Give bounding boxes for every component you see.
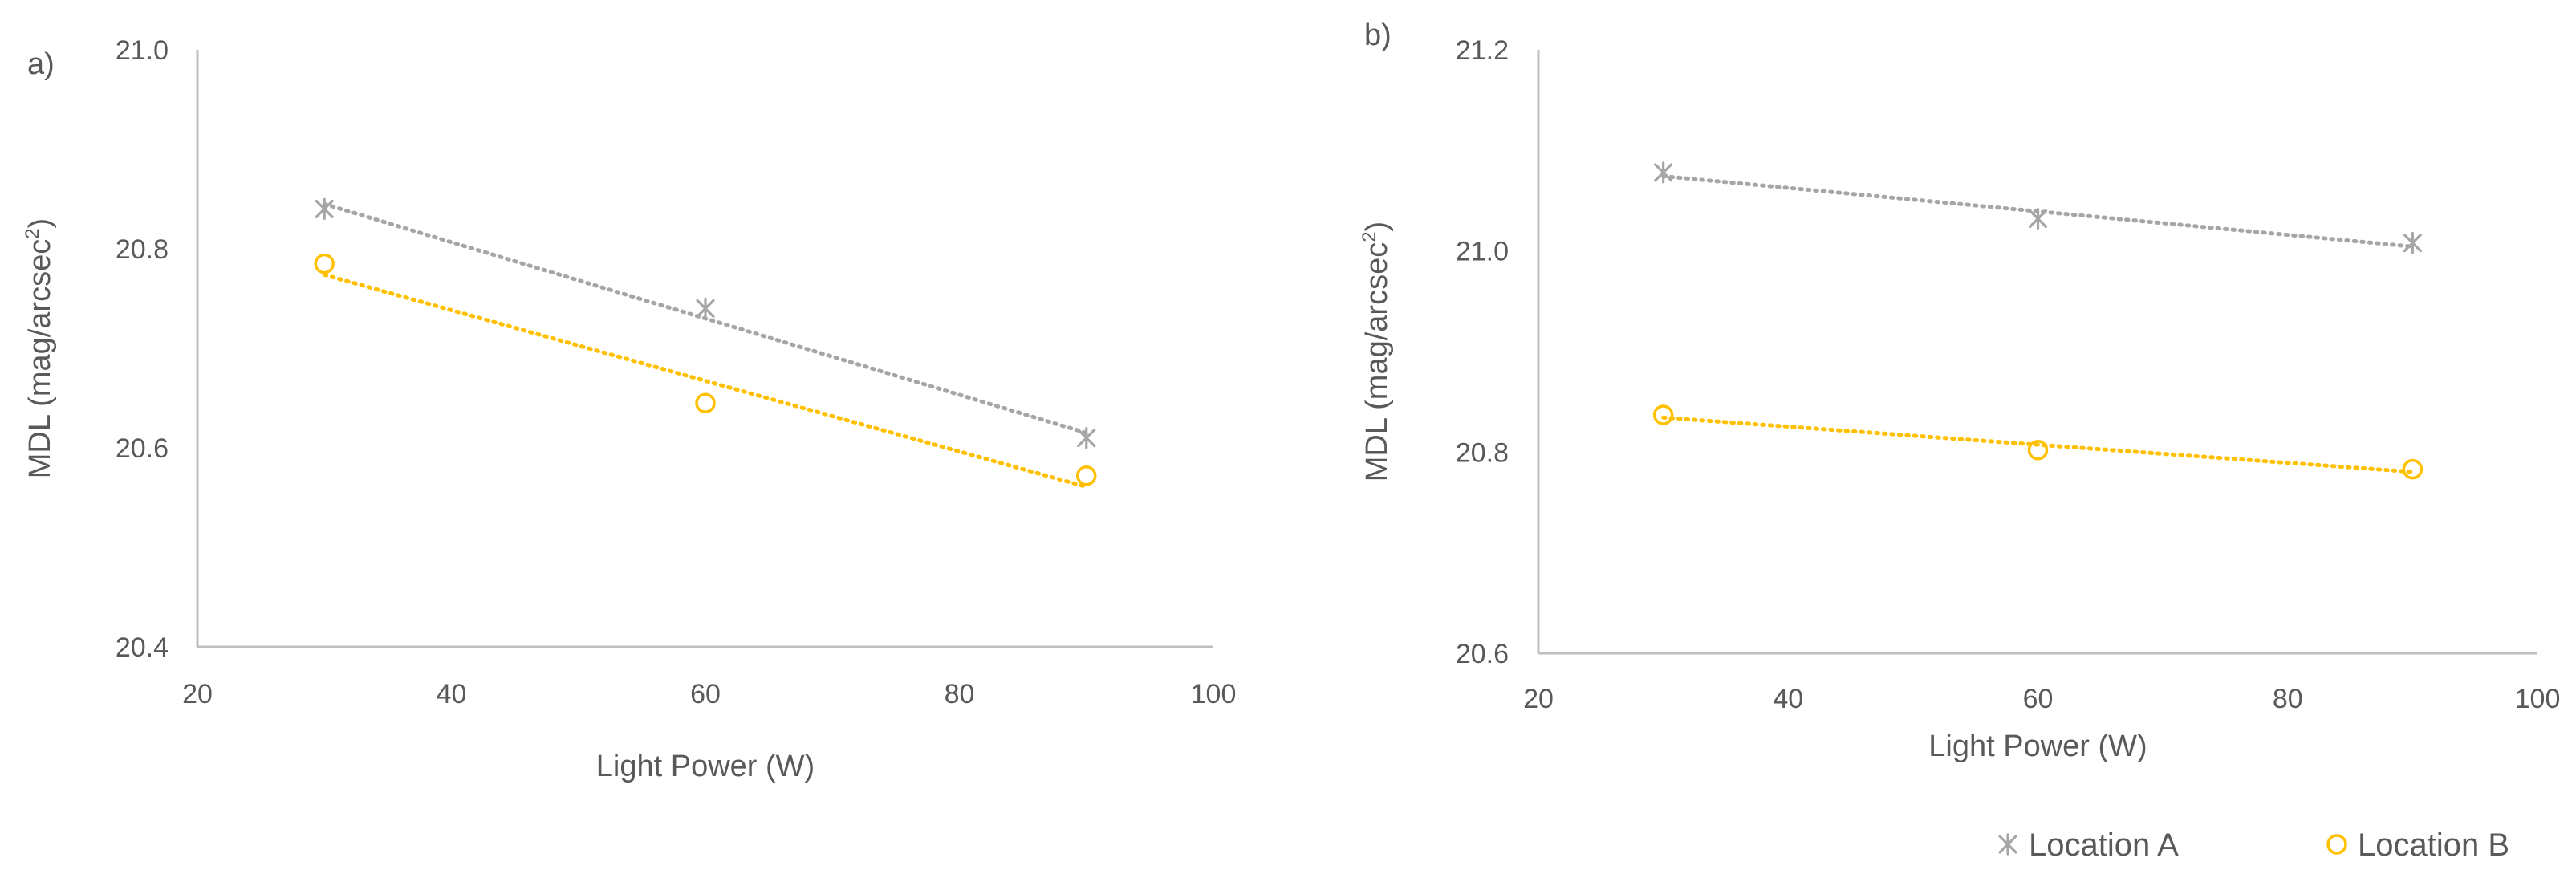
series-location-b xyxy=(314,253,1097,490)
data-point xyxy=(1654,161,1673,184)
chart-panel-a: a) 20.4 20.6 20.8 21.0 20 40 60 80 100 Light Power… xyxy=(22,35,1236,783)
y-axis-title: MDL (mag/arcsec2) xyxy=(22,218,57,478)
y-axis-title-main: MDL (mag/arcsec xyxy=(1360,242,1394,482)
data-point xyxy=(2402,458,2424,480)
y-tick-label: 21.2 xyxy=(1456,35,1509,66)
data-point xyxy=(2028,207,2048,230)
chart-panel-b: b) 20.6 20.8 21.0 21.2 20 40 60 80 100 Light Power… xyxy=(1359,18,2560,763)
y-tick-label: 20.4 xyxy=(116,632,169,663)
legend-marker xyxy=(2326,834,2347,855)
data-point xyxy=(1077,426,1096,449)
x-axis-title: Light Power (W) xyxy=(1928,730,2147,763)
y-axis-title-main: MDL (mag/arcsec xyxy=(23,239,57,478)
data-point xyxy=(2403,232,2422,254)
data-point xyxy=(696,297,715,319)
y-tick-label: 20.6 xyxy=(116,433,169,464)
x-tick-label: 60 xyxy=(690,679,721,709)
trendline xyxy=(322,272,1089,490)
legend-item-location-a: Location A xyxy=(1998,827,2179,863)
y-axis-title-superscript: 2 xyxy=(22,228,43,238)
x-tick-label: 80 xyxy=(2273,684,2303,714)
x-tick-label: 60 xyxy=(2023,684,2054,714)
legend-marker xyxy=(1998,833,2017,856)
x-tick-label: 20 xyxy=(1523,684,1554,714)
series-location-a xyxy=(1654,161,2422,254)
data-point xyxy=(314,253,335,274)
legend: Location A Location B xyxy=(1998,827,2509,863)
y-axis-title-close: ) xyxy=(1360,222,1394,232)
legend-label: Location B xyxy=(2358,827,2509,863)
y-axis-title-superscript: 2 xyxy=(1359,231,1380,242)
x-axis-title: Light Power (W) xyxy=(596,750,815,783)
data-point xyxy=(1652,404,1674,425)
y-axis-title-close: ) xyxy=(23,218,57,229)
y-tick-label: 21.0 xyxy=(1456,237,1509,267)
series-location-a xyxy=(315,197,1096,449)
y-tick-label: 21.0 xyxy=(116,35,169,66)
x-tick-label: 80 xyxy=(945,679,975,709)
y-axis-title: MDL (mag/arcsec2) xyxy=(1359,222,1394,482)
x-tick-label: 40 xyxy=(1773,684,1803,714)
series-location-b xyxy=(1652,404,2424,480)
data-point xyxy=(1076,465,1097,486)
x-tick-label: 40 xyxy=(437,679,467,709)
data-point xyxy=(2027,440,2049,461)
trendline xyxy=(1661,415,2415,474)
panel-label: a) xyxy=(27,47,55,81)
x-tick-label: 20 xyxy=(182,679,213,709)
data-point xyxy=(315,197,334,220)
x-tick-label: 100 xyxy=(2515,684,2561,714)
legend-item-location-b: Location B xyxy=(2326,827,2509,863)
legend-label: Location A xyxy=(2029,827,2179,863)
y-tick-label: 20.8 xyxy=(116,234,169,265)
y-tick-label: 20.8 xyxy=(1456,437,1509,468)
data-point xyxy=(695,392,716,413)
x-tick-label: 100 xyxy=(1191,679,1237,709)
panel-label: b) xyxy=(1364,18,1392,52)
y-tick-label: 20.6 xyxy=(1456,639,1509,669)
